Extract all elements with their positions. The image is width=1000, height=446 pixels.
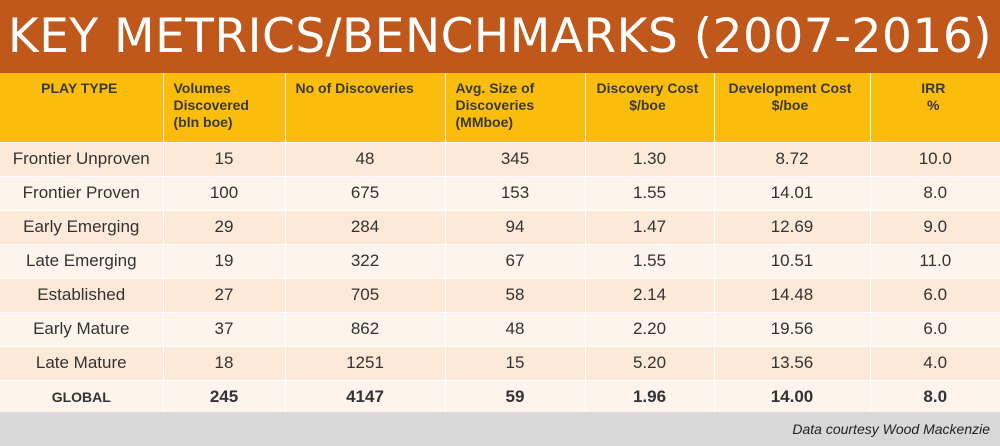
cell-irr: 6.0 — [870, 277, 1000, 312]
header-no-of-discoveries: No of Discoveries — [285, 73, 446, 142]
cell-volumes: 18 — [163, 345, 286, 380]
cell-volumes: 29 — [163, 209, 286, 244]
header-line: No of Discoveries — [295, 80, 414, 96]
header-line: Discovered — [173, 97, 249, 113]
title-bar: KEY METRICS/BENCHMARKS (2007-2016) — [0, 0, 1000, 73]
header-irr: IRR % — [870, 73, 1000, 142]
cell-play-type: Early Emerging — [0, 209, 164, 244]
cell-development-cost: 12.69 — [714, 209, 871, 244]
table-row: Frontier Proven 100 675 153 1.55 14.01 8… — [0, 175, 1000, 210]
cell-irr: 6.0 — [870, 311, 1000, 346]
header-line: (bln boe) — [173, 114, 233, 130]
cell-discovery-cost: 5.20 — [585, 345, 715, 380]
header-line: Discoveries — [455, 97, 535, 113]
header-line: $/boe — [629, 97, 666, 113]
cell-volumes: 19 — [163, 243, 286, 278]
header-line: Volumes — [173, 80, 231, 96]
cell-volumes: 27 — [163, 277, 286, 312]
cell-discoveries: 705 — [285, 277, 446, 312]
table-row: Early Mature 37 862 48 2.20 19.56 6.0 — [0, 311, 1000, 346]
cell-discovery-cost: 1.55 — [585, 243, 715, 278]
cell-volumes: 37 — [163, 311, 286, 346]
cell-avg-size: 345 — [445, 141, 586, 176]
cell-play-type: Frontier Unproven — [0, 141, 164, 176]
header-line: $/boe — [771, 97, 809, 113]
table-row: Late Mature 18 1251 15 5.20 13.56 4.0 — [0, 345, 1000, 380]
cell-discovery-cost: 2.14 — [585, 277, 715, 312]
cell-development-cost: 13.56 — [714, 345, 871, 380]
cell-play-type: Early Mature — [0, 311, 164, 346]
header-line: % — [927, 97, 940, 113]
cell-play-type: Frontier Proven — [0, 175, 164, 210]
cell-development-cost: 19.56 — [714, 311, 871, 346]
table-row: Early Emerging 29 284 94 1.47 12.69 9.0 — [0, 209, 1000, 244]
header-line: IRR — [921, 80, 946, 96]
cell-avg-size: 94 — [445, 209, 586, 244]
table-row: Established 27 705 58 2.14 14.48 6.0 — [0, 277, 1000, 312]
cell-irr: 10.0 — [870, 141, 1000, 176]
header-line: PLAY TYPE — [41, 80, 118, 96]
cell-avg-size: 59 — [445, 379, 586, 414]
cell-play-type: GLOBAL — [0, 379, 164, 414]
header-volumes-discovered: Volumes Discovered (bln boe) — [163, 73, 286, 142]
cell-irr: 8.0 — [870, 379, 1000, 414]
header-line: Avg. Size of — [455, 80, 535, 96]
cell-discoveries: 322 — [285, 243, 446, 278]
header-row: PLAY TYPE Volumes Discovered (bln boe) N… — [0, 73, 1000, 142]
cell-avg-size: 153 — [445, 175, 586, 210]
cell-discoveries: 675 — [285, 175, 446, 210]
cell-volumes: 245 — [163, 379, 286, 414]
cell-irr: 9.0 — [870, 209, 1000, 244]
cell-development-cost: 14.48 — [714, 277, 871, 312]
cell-discoveries: 862 — [285, 311, 446, 346]
table-row: Late Emerging 19 322 67 1.55 10.51 11.0 — [0, 243, 1000, 278]
header-line: (MMboe) — [455, 114, 514, 130]
table-row: Frontier Unproven 15 48 345 1.30 8.72 10… — [0, 141, 1000, 176]
source-credit: Data courtesy Wood Mackenzie — [792, 421, 990, 437]
cell-irr: 4.0 — [870, 345, 1000, 380]
header-avg-size: Avg. Size of Discoveries (MMboe) — [445, 73, 586, 142]
cell-discovery-cost: 1.47 — [585, 209, 715, 244]
cell-volumes: 100 — [163, 175, 286, 210]
cell-play-type: Established — [0, 277, 164, 312]
cell-development-cost: 14.01 — [714, 175, 871, 210]
header-line: Discovery Cost — [596, 80, 699, 96]
cell-discoveries: 284 — [285, 209, 446, 244]
cell-discoveries: 4147 — [285, 379, 446, 414]
cell-avg-size: 58 — [445, 277, 586, 312]
cell-play-type: Late Emerging — [0, 243, 164, 278]
header-line: Development Cost — [728, 80, 852, 96]
cell-discovery-cost: 2.20 — [585, 311, 715, 346]
header-discovery-cost: Discovery Cost $/boe — [585, 73, 715, 142]
cell-irr: 11.0 — [870, 243, 1000, 278]
cell-avg-size: 15 — [445, 345, 586, 380]
page-title: KEY METRICS/BENCHMARKS (2007-2016) — [7, 9, 993, 64]
cell-avg-size: 48 — [445, 311, 586, 346]
global-total-row: GLOBAL 245 4147 59 1.96 14.00 8.0 — [0, 379, 1000, 414]
cell-discovery-cost: 1.30 — [585, 141, 715, 176]
metrics-table: PLAY TYPE Volumes Discovered (bln boe) N… — [0, 73, 1000, 414]
cell-irr: 8.0 — [870, 175, 1000, 210]
footer-bar: Data courtesy Wood Mackenzie — [0, 412, 1000, 446]
cell-development-cost: 14.00 — [714, 379, 871, 414]
cell-discovery-cost: 1.96 — [585, 379, 715, 414]
cell-volumes: 15 — [163, 141, 286, 176]
header-play-type: PLAY TYPE — [0, 73, 164, 142]
cell-discovery-cost: 1.55 — [585, 175, 715, 210]
metrics-table-container: PLAY TYPE Volumes Discovered (bln boe) N… — [0, 73, 1000, 414]
cell-development-cost: 10.51 — [714, 243, 871, 278]
cell-avg-size: 67 — [445, 243, 586, 278]
cell-discoveries: 1251 — [285, 345, 446, 380]
header-development-cost: Development Cost $/boe — [714, 73, 871, 142]
cell-discoveries: 48 — [285, 141, 446, 176]
cell-play-type: Late Mature — [0, 345, 164, 380]
cell-development-cost: 8.72 — [714, 141, 871, 176]
